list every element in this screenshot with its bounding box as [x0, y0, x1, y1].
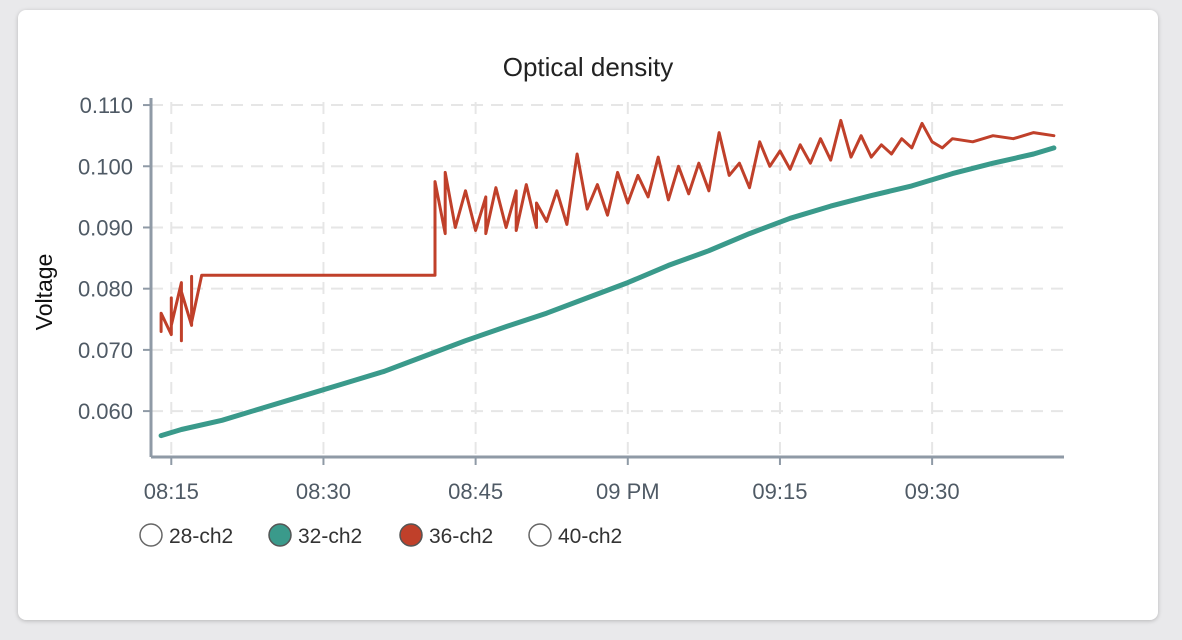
legend-item-32-ch2[interactable]: 32-ch2 — [268, 523, 362, 548]
series-line-36-ch2 — [159, 118, 1056, 343]
y-tick-label: 0.060 — [78, 399, 133, 424]
legend-item-40-ch2[interactable]: 40-ch2 — [528, 523, 622, 548]
y-tick-label: 0.070 — [78, 338, 133, 363]
y-tick-label: 0.090 — [78, 215, 133, 240]
legend-item-28-ch2[interactable]: 28-ch2 — [139, 523, 233, 548]
x-tick-label: 09:15 — [752, 479, 807, 504]
x-tick-label: 08:45 — [448, 479, 503, 504]
chart-card: Optical density 0.110 0.100 0.090 0.080 0.07… — [18, 10, 1158, 620]
legend[interactable]: 28-ch2 32-ch2 36-ch2 40-ch2 — [139, 523, 622, 548]
series-lines — [158, 118, 1057, 439]
x-tick-label: 08:15 — [144, 479, 199, 504]
optical-density-chart: Optical density 0.110 0.100 0.090 0.080 0.07… — [31, 52, 1064, 548]
legend-marker-empty — [528, 523, 552, 547]
legend-label: 28-ch2 — [169, 525, 233, 548]
y-tick-label: 0.100 — [78, 154, 133, 179]
legend-item-36-ch2[interactable]: 36-ch2 — [399, 523, 493, 548]
x-tick-label: 09 PM — [596, 479, 660, 504]
legend-label: 32-ch2 — [298, 525, 362, 548]
y-tick-label: 0.080 — [78, 277, 133, 302]
axes: 0.110 0.100 0.090 0.080 0.070 0.060 08:15 08:30… — [78, 93, 1064, 504]
y-tick-label: 0.110 — [80, 93, 133, 118]
legend-marker-filled — [268, 523, 292, 547]
legend-label: 40-ch2 — [558, 525, 622, 548]
series-line-32-ch2 — [158, 145, 1057, 439]
legend-label: 36-ch2 — [429, 525, 493, 548]
legend-marker-filled — [399, 523, 423, 547]
x-tick-label: 09:30 — [905, 479, 960, 504]
chart-title: Optical density — [503, 52, 674, 82]
y-axis-label: Voltage — [31, 254, 57, 331]
x-tick-label: 08:30 — [296, 479, 351, 504]
legend-marker-empty — [139, 523, 163, 547]
grid-lines — [151, 102, 1064, 457]
